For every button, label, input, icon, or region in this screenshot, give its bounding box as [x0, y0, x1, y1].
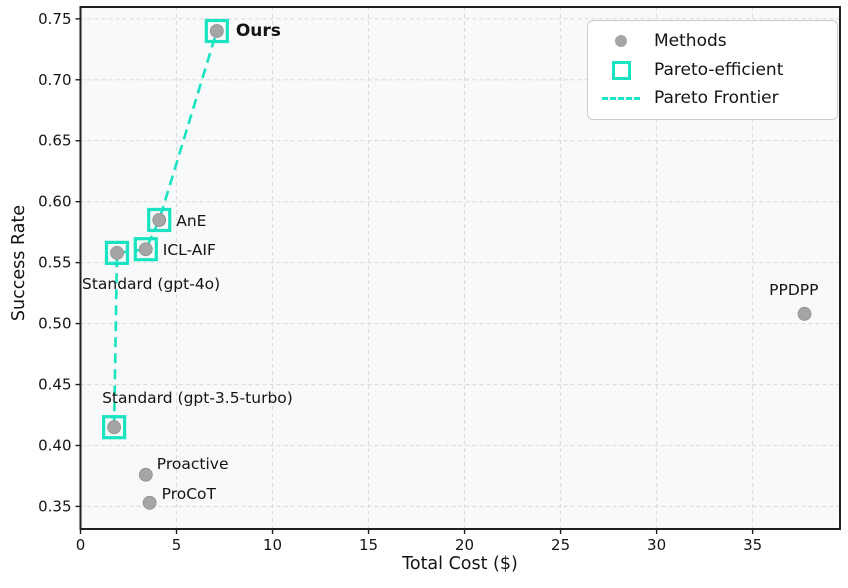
- y-tick-label: 0.40: [38, 436, 71, 454]
- legend-item-pareto-efficient: Pareto-efficient: [588, 56, 837, 85]
- x-tick-label: 35: [743, 536, 762, 554]
- x-axis-title: Total Cost ($): [402, 554, 518, 574]
- data-point-icl-aif: [138, 242, 153, 257]
- annotation-ppdpp: PPDPP: [769, 281, 818, 299]
- y-tick-label: 0.75: [38, 10, 71, 28]
- plot-border: [79, 6, 841, 530]
- data-point-standard-gpt-4o: [110, 245, 124, 260]
- data-point-procot: [142, 495, 157, 510]
- y-tick-label: 0.50: [38, 315, 71, 333]
- annotation-standard-gpt-3-5-turbo: Standard (gpt-3.5-turbo): [102, 389, 293, 407]
- x-tick-label: 0: [76, 536, 86, 554]
- y-tick-label: 0.70: [38, 71, 71, 89]
- y-tick-label: 0.60: [38, 193, 71, 211]
- pareto-marker-standard-gpt-4o: [104, 240, 130, 265]
- legend-item-pareto-frontier: Pareto Frontier: [588, 84, 837, 113]
- dashed-line-icon: [602, 97, 640, 101]
- legend-marker-cell: [588, 97, 654, 101]
- annotation-procot: ProCoT: [162, 485, 217, 503]
- data-point-ppdpp: [797, 306, 812, 321]
- open-square-icon: [611, 60, 631, 80]
- annotation-ours: Ours: [236, 21, 281, 41]
- x-tick-label: 25: [551, 536, 570, 554]
- data-point-ours: [209, 24, 224, 38]
- pareto-marker-icl-aif: [133, 237, 158, 262]
- data-point-standard-gpt-3-5-turbo: [107, 420, 122, 435]
- legend-box: Methods Pareto-efficient Pareto Frontier: [587, 20, 838, 120]
- legend-label-methods: Methods: [654, 30, 727, 51]
- y-tick-label: 0.55: [38, 254, 71, 272]
- legend-item-methods: Methods: [588, 27, 837, 56]
- y-tick-label: 0.45: [38, 376, 71, 394]
- data-point-proactive: [138, 467, 153, 482]
- data-point-ane: [152, 213, 167, 227]
- pareto-marker-ours: [204, 18, 229, 44]
- legend-marker-cell: [588, 35, 654, 48]
- x-tick-label: 20: [455, 536, 474, 554]
- gray-dot-icon: [615, 35, 627, 48]
- y-tick-label: 0.65: [38, 132, 71, 150]
- annotation-proactive: Proactive: [157, 455, 229, 473]
- pareto-marker-standard-gpt-3-5-turbo: [102, 415, 127, 440]
- legend-label-pareto-efficient: Pareto-efficient: [654, 59, 784, 80]
- x-tick-label: 30: [647, 536, 666, 554]
- annotation-icl-aif: ICL-AIF: [163, 241, 216, 259]
- pareto-marker-ane: [147, 207, 172, 233]
- pareto-frontier-line: [112, 30, 219, 428]
- x-tick-label: 5: [172, 536, 182, 554]
- annotation-standard-gpt-4o: Standard (gpt-4o): [82, 275, 220, 293]
- y-axis-title: Success Rate: [9, 204, 29, 322]
- legend-marker-cell: [588, 60, 654, 80]
- annotation-ane: AnE: [176, 212, 206, 230]
- y-tick-label: 0.35: [38, 497, 71, 515]
- x-tick-label: 15: [359, 536, 378, 554]
- x-tick-label: 10: [263, 536, 282, 554]
- legend-label-pareto-frontier: Pareto Frontier: [654, 88, 779, 109]
